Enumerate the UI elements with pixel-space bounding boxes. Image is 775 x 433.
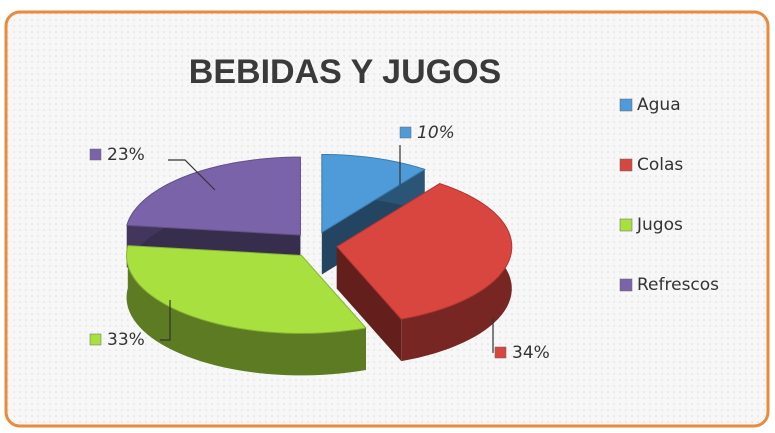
legend-swatch xyxy=(619,218,633,232)
label-swatch xyxy=(399,126,412,139)
label-swatch xyxy=(89,148,102,161)
data-label: 33% xyxy=(107,330,145,350)
label-swatch xyxy=(494,346,507,359)
slice-wall xyxy=(126,245,366,376)
slice xyxy=(126,245,367,334)
legend-label: Jugos xyxy=(636,215,683,235)
leader-line xyxy=(160,300,171,341)
chart-title: BEBIDAS Y JUGOS xyxy=(189,53,501,91)
slice xyxy=(336,183,513,320)
label-swatch xyxy=(89,333,102,346)
legend-label: Colas xyxy=(637,155,683,175)
legend-swatch xyxy=(619,98,633,112)
slice xyxy=(321,153,426,234)
slice-side xyxy=(336,246,402,362)
legend-label: Agua xyxy=(637,95,681,115)
legend-swatch xyxy=(619,158,633,172)
leader-line xyxy=(168,159,216,191)
legend-label: Refrescos xyxy=(637,275,719,295)
slice xyxy=(126,156,301,236)
data-label: 10% xyxy=(417,123,455,143)
data-label: 23% xyxy=(107,145,145,165)
legend-swatch xyxy=(619,278,633,292)
data-label: 34% xyxy=(512,343,550,363)
